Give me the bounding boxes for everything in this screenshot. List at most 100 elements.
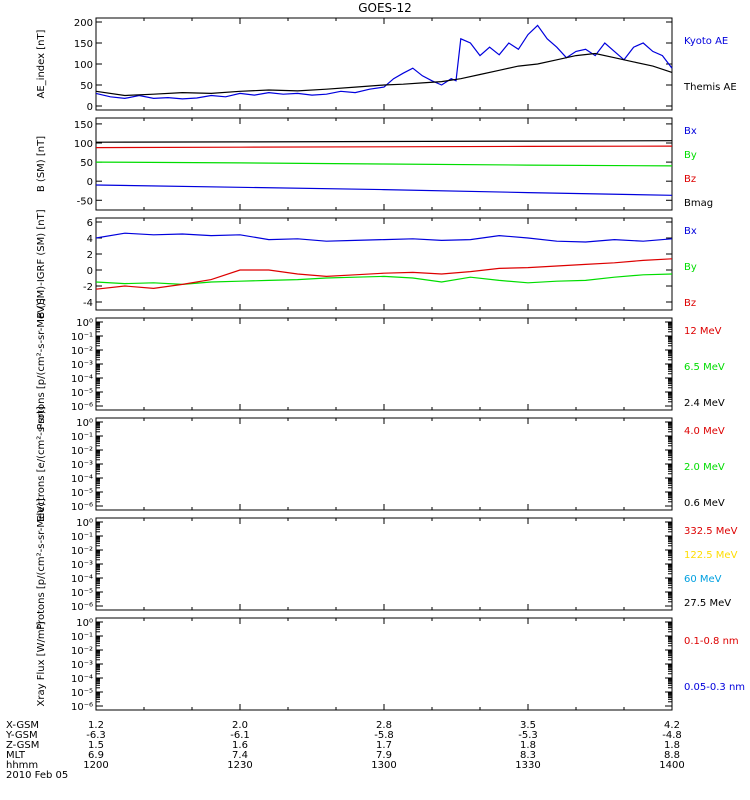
x-axis-value: 1330: [515, 760, 540, 771]
legend-entry: 4.0 MeV: [684, 426, 725, 437]
y-tick-label: 10⁻⁵: [71, 388, 93, 399]
y-tick-label: 50: [80, 81, 93, 92]
y-tick-label: 0: [87, 102, 93, 113]
series-line-by: [95, 273, 673, 286]
x-axis-value: 2.0: [232, 720, 248, 731]
legend-entry: 60 MeV: [684, 574, 722, 585]
legend-entry: Kyoto AE: [684, 36, 728, 47]
legend-entry: 6.5 MeV: [684, 362, 725, 373]
x-axis-value: 4.2: [664, 720, 680, 731]
y-tick-label: 10⁻⁶: [71, 502, 93, 513]
y-tick-label: 10⁻²: [71, 446, 93, 457]
y-axis-label: B (SM)-IGRF (SM) [nT]: [36, 209, 47, 318]
panel-7: Xray Flux [W/m²] 10⁰ 10⁻¹ 10⁻² 10⁻³ 10⁻⁴ 10⁻⁵ 1…: [36, 617, 745, 713]
y-tick-label: 10⁻¹: [71, 432, 93, 443]
y-tick-label: 6: [87, 218, 93, 229]
x-axis-row-label: MLT: [6, 750, 26, 761]
panel-2: B (SM) [nT] -50 0 50 100 150 Bx By Bz Bmag: [36, 117, 713, 211]
x-axis-value: -4.8: [662, 730, 682, 741]
y-tick-label: 10⁻⁴: [71, 674, 93, 685]
legend-entry: By: [684, 150, 697, 161]
panel-5: Electrons [e/(cm²-s-sr)] 10⁰ 10⁻¹ 10⁻² 10⁻³ 1…: [36, 406, 725, 522]
legend-entry: 0.6 MeV: [684, 498, 725, 509]
y-tick-label: 10⁻²: [71, 646, 93, 657]
legend-entry: 12 MeV: [684, 326, 722, 337]
y-axis-label: Xray Flux [W/m²]: [36, 621, 47, 706]
y-tick-label: 10⁻³: [71, 660, 93, 671]
y-tick-label: 4: [87, 234, 93, 245]
legend-entry: Bz: [684, 174, 696, 185]
x-axis-value: 1200: [83, 760, 108, 771]
y-axis-label: Protons [p/(cm²-s-sr-MeV)]: [36, 498, 47, 630]
x-axis-value: -6.3: [86, 730, 106, 741]
y-tick-label: 10⁻⁴: [71, 474, 93, 485]
panel-6: Protons [p/(cm²-s-sr-MeV)] 10⁰ 10⁻¹ 10⁻² 10⁻…: [36, 498, 738, 630]
x-axis-value: 2.8: [376, 720, 392, 731]
series-line-bx: [95, 232, 673, 243]
y-tick-label: 10⁻³: [71, 460, 93, 471]
x-axis-date: 2010 Feb 05: [6, 770, 68, 781]
y-tick-label: 10⁻⁵: [71, 588, 93, 599]
y-tick-label: 10⁻⁴: [71, 374, 93, 385]
y-tick-label: 10⁻¹: [71, 332, 93, 343]
x-axis-value: -6.1: [230, 730, 250, 741]
y-tick-label: -50: [77, 196, 93, 207]
y-tick-label: 0: [87, 266, 93, 277]
y-tick-label: 10⁻⁶: [71, 402, 93, 413]
legend-entry: 122.5 MeV: [684, 550, 738, 561]
y-tick-label: 200: [74, 18, 93, 29]
series-line-bz: [95, 145, 673, 149]
y-tick-label: 10⁻⁵: [71, 688, 93, 699]
y-tick-label: 10⁻³: [71, 560, 93, 571]
x-axis-value: 6.9: [88, 750, 104, 761]
y-tick-label: 10⁻¹: [71, 532, 93, 543]
x-axis-value: 8.8: [664, 750, 680, 761]
x-axis-value: 1.6: [232, 740, 248, 751]
y-tick-label: 50: [80, 158, 93, 169]
series-line-by: [95, 161, 673, 167]
legend-entry: 2.0 MeV: [684, 462, 725, 473]
legend-entry: Bx: [684, 126, 697, 137]
panel-3: B (SM)-IGRF (SM) [nT] -4 -2 0 2 4 6 Bx By Bz: [36, 209, 697, 318]
y-tick-label: 10⁰: [76, 618, 93, 629]
series-line-kyoto-ae: [95, 24, 673, 100]
legend-entry: Themis AE: [683, 82, 737, 93]
y-tick-label: 100: [74, 60, 93, 71]
x-axis-row-label: Z-GSM: [6, 740, 39, 751]
legend-entry: Bmag: [684, 198, 713, 209]
x-axis-row-label: hhmm: [6, 760, 38, 771]
y-tick-label: 10⁰: [76, 518, 93, 529]
y-axis-label: AE_index [nT]: [36, 29, 47, 98]
x-axis-row-label: Y-GSM: [5, 730, 38, 741]
y-axis-label: Electrons [e/(cm²-s-sr)]: [36, 406, 47, 522]
y-tick-label: 0: [87, 177, 93, 188]
series-line-bz: [95, 258, 673, 290]
x-axis-value: 3.5: [520, 720, 536, 731]
y-tick-label: 100: [74, 139, 93, 150]
y-tick-label: 10⁻⁵: [71, 488, 93, 499]
legend-entry: Bz: [684, 298, 696, 309]
x-axis-value: 1.2: [88, 720, 104, 731]
x-axis-value: 1.8: [520, 740, 536, 751]
legend-entry: 332.5 MeV: [684, 526, 738, 537]
x-axis-row-label: X-GSM: [6, 720, 39, 731]
x-axis-value: 1.8: [664, 740, 680, 751]
legend-entry: Bx: [684, 226, 697, 237]
panel-frame: [95, 17, 673, 111]
y-tick-label: 10⁻³: [71, 360, 93, 371]
x-axis-value: 1400: [659, 760, 684, 771]
y-tick-label: 10⁻²: [71, 346, 93, 357]
series-line-bx: [95, 184, 673, 196]
x-axis-value: 1.5: [88, 740, 104, 751]
legend-entry: 2.4 MeV: [684, 398, 725, 409]
y-tick-label: 10⁻¹: [71, 632, 93, 643]
x-axis-value: 1300: [371, 760, 396, 771]
series-line-bmag: [95, 140, 673, 143]
panel-frame: [95, 517, 673, 611]
legend-entry: By: [684, 262, 697, 273]
x-axis-value: 7.4: [232, 750, 248, 761]
y-axis-label: B (SM) [nT]: [36, 136, 47, 192]
y-tick-label: 10⁻²: [71, 546, 93, 557]
legend-entry: 0.05-0.3 nm: [684, 682, 745, 693]
